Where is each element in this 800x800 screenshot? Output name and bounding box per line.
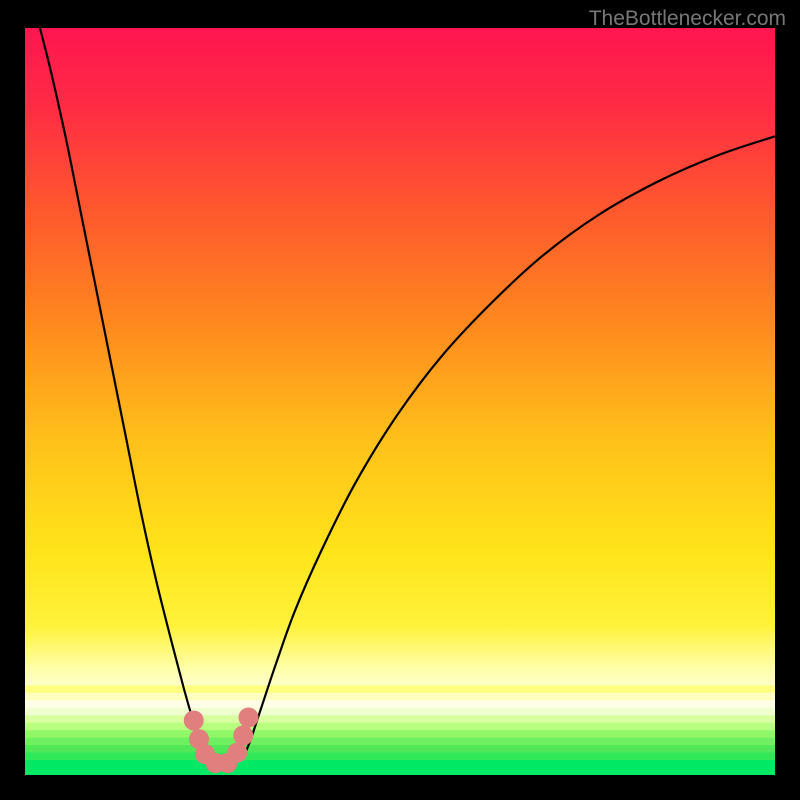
highlight-marker	[227, 743, 247, 763]
chart-plot-area	[25, 28, 775, 775]
highlight-marker	[184, 710, 204, 730]
highlight-marker	[233, 725, 253, 745]
chart-svg-layer	[25, 28, 775, 775]
highlight-marker	[239, 707, 259, 727]
gradient-background	[25, 28, 775, 775]
bottom-color-bands	[25, 685, 775, 775]
